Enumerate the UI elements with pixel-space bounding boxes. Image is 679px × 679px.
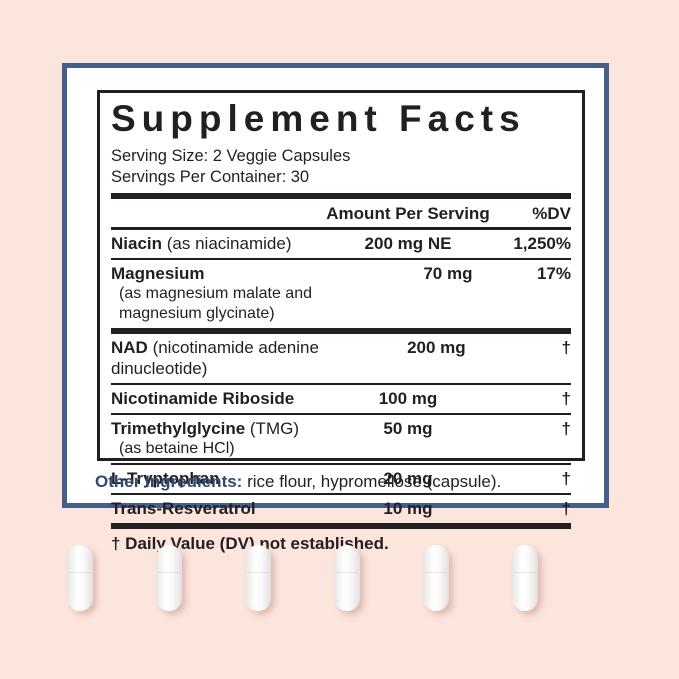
capsule: [67, 545, 93, 611]
thin-divider: [111, 492, 571, 495]
nutrient-dv: †: [561, 498, 571, 518]
capsule: [156, 545, 182, 611]
other-ingredients-label: Other Ingredients:: [95, 472, 243, 491]
nutrient-dv: 17%: [536, 263, 571, 283]
other-ingredients: Other Ingredients: rice flour, hypromell…: [95, 471, 501, 493]
nutrient-rows: Niacin (as niacinamide) 200 mg NE 1,250% Ma…: [111, 230, 571, 529]
nutrient-name: Niacin (as niacinamide): [111, 233, 292, 253]
nutrient-row: Trans-Resveratrol 10 mg †: [111, 495, 571, 523]
servings-per-container: Servings Per Container: 30: [111, 167, 310, 186]
serving-size: Serving Size: 2 Veggie Capsules: [111, 146, 351, 165]
dv-footnote: † Daily Value (DV) not established.: [111, 533, 389, 553]
other-ingredients-text: rice flour, hypromellose (capsule).: [242, 472, 502, 491]
nutrient-name: Magnesium (as magnesium malate and magnes…: [111, 263, 384, 324]
nutrient-row: NAD (nicotinamide adenine dinucleotide) 2…: [111, 334, 571, 383]
capsule: [334, 545, 360, 611]
nutrient-name-detail: (as magnesium malate and magnesium glyci…: [119, 284, 312, 322]
nutrient-amount: 200 mg NE: [364, 233, 452, 253]
nutrient-row: L-Tryptophan 20 mg †: [111, 465, 571, 493]
nutrient-row: Trimethylglycine (TMG) (as betaine HCl) 50…: [111, 415, 571, 463]
supplement-label-panel: Supplement Facts Serving Size: 2 Veggie …: [62, 63, 609, 553]
nutrient-amount: 200 mg: [407, 337, 466, 357]
nutrient-dv: †: [561, 337, 571, 357]
nutrient-name: Nicotinamide Riboside: [111, 388, 295, 408]
nutrient-dv: 1,250%: [513, 233, 571, 253]
nutrient-amount: 50 mg: [383, 418, 433, 438]
supplement-facts-box: Supplement Facts Serving Size: 2 Veggie …: [97, 90, 585, 553]
facts-header-row: Amount Per Serving %DV: [111, 199, 571, 227]
nutrient-dv: †: [561, 418, 571, 438]
facts-title: Supplement Facts: [111, 98, 526, 139]
amount-per-serving-header: Amount Per Serving: [326, 203, 490, 223]
nutrient-amount: 10 mg: [383, 498, 433, 518]
nutrient-name: Trans-Resveratrol: [111, 498, 256, 518]
capsule: [512, 545, 538, 611]
capsule: [423, 545, 449, 611]
thick-divider: [111, 327, 571, 334]
nutrient-name: Trimethylglycine (TMG) (as betaine HCl): [111, 418, 323, 459]
nutrient-amount: 20 mg: [383, 468, 433, 488]
thin-divider: [111, 412, 571, 415]
nutrient-row: Niacin (as niacinamide) 200 mg NE 1,250%: [111, 230, 571, 258]
thin-divider: [111, 382, 571, 385]
dv-header: %DV: [532, 203, 571, 223]
nutrient-name: L-Tryptophan: [111, 468, 220, 488]
nutrient-dv: †: [561, 388, 571, 408]
thin-divider: [111, 257, 571, 260]
thin-divider: [111, 462, 571, 465]
medium-divider: [111, 226, 571, 230]
thick-divider: [111, 522, 571, 529]
nutrient-amount: 100 mg: [378, 388, 438, 408]
capsule: [245, 545, 271, 611]
nutrient-row: Nicotinamide Riboside 100 mg †: [111, 385, 571, 413]
nutrient-row: Magnesium (as magnesium malate and magnes…: [111, 260, 571, 328]
nutrient-name-detail: (as betaine HCl): [119, 439, 235, 457]
nutrient-name: NAD (nicotinamide adenine dinucleotide): [111, 337, 319, 378]
nutrient-dv: †: [561, 468, 571, 488]
nutrient-amount: 70 mg: [423, 263, 473, 283]
thick-divider: [111, 192, 571, 199]
